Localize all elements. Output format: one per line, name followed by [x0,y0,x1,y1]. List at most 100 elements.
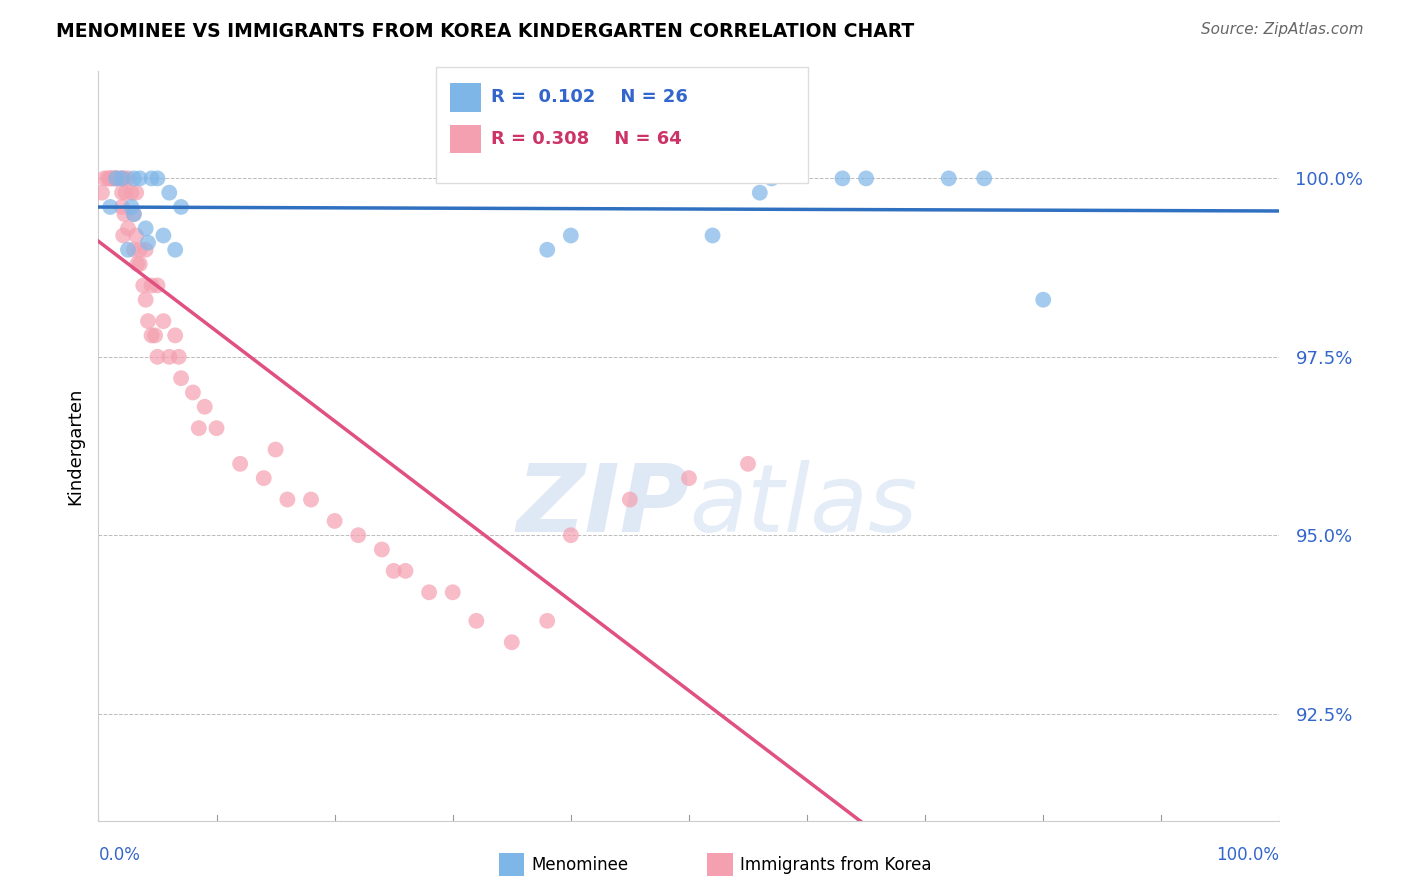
Text: atlas: atlas [689,460,917,551]
Point [91,186,114,200]
Point [560,228,582,243]
Point [560,528,582,542]
Point [122,171,145,186]
Point [536,243,558,257]
Point [152,314,174,328]
Point [125,228,148,243]
Point [111,200,134,214]
Point [146,171,169,186]
Point [111,186,134,200]
Point [170,200,193,214]
Point [205,421,228,435]
Point [181,385,204,400]
Point [108,171,131,186]
Text: ZIP: ZIP [516,460,689,552]
Point [165,328,187,343]
Point [98,171,121,186]
Point [855,171,877,186]
Point [831,171,853,186]
Point [382,564,405,578]
Point [136,314,159,328]
Text: Source: ZipAtlas.com: Source: ZipAtlas.com [1201,22,1364,37]
Point [117,171,139,186]
Point [93,171,115,186]
Point [157,186,180,200]
Point [347,528,370,542]
Point [229,457,252,471]
Point [141,328,163,343]
Point [122,207,145,221]
Point [194,400,217,414]
Point [501,635,523,649]
Point [170,371,193,385]
Point [112,171,135,186]
Point [105,171,128,186]
Point [276,492,298,507]
Point [114,186,136,200]
Point [141,278,163,293]
Point [253,471,276,485]
Point [264,442,287,457]
Point [619,492,641,507]
Point [128,171,150,186]
Text: R = 0.308    N = 64: R = 0.308 N = 64 [491,130,682,148]
Text: Menominee: Menominee [531,856,628,874]
Point [127,257,149,271]
Point [152,228,174,243]
Point [117,243,139,257]
Point [128,257,150,271]
Point [135,293,157,307]
Point [111,171,134,186]
Point [394,564,416,578]
Text: 100.0%: 100.0% [1216,846,1279,863]
Point [702,228,724,243]
Point [122,243,145,257]
Point [973,171,995,186]
Point [167,350,190,364]
Point [132,278,155,293]
Point [136,235,159,250]
Point [105,171,128,186]
Point [112,228,135,243]
Point [761,171,783,186]
Point [146,278,169,293]
Point [187,421,209,435]
Point [441,585,464,599]
Text: 0.0%: 0.0% [98,846,141,863]
Text: MENOMINEE VS IMMIGRANTS FROM KOREA KINDERGARTEN CORRELATION CHART: MENOMINEE VS IMMIGRANTS FROM KOREA KINDE… [56,22,914,41]
Point [748,186,770,200]
Point [157,350,180,364]
Point [165,243,187,257]
Y-axis label: Kindergarten: Kindergarten [66,387,84,505]
Point [135,221,157,235]
Point [737,457,759,471]
Point [938,171,960,186]
Point [371,542,394,557]
Point [141,171,163,186]
Point [146,350,169,364]
Point [121,200,143,214]
Text: Immigrants from Korea: Immigrants from Korea [740,856,931,874]
Point [465,614,488,628]
Point [97,171,120,186]
Point [112,207,135,221]
Point [121,186,143,200]
Point [111,171,134,186]
Point [128,243,150,257]
Point [323,514,346,528]
Point [143,328,166,343]
Point [103,171,125,186]
Point [1032,293,1054,307]
Point [135,243,157,257]
Point [536,614,558,628]
Point [299,492,322,507]
Point [101,171,124,186]
Text: R =  0.102    N = 26: R = 0.102 N = 26 [491,88,688,106]
Point [117,221,139,235]
Point [105,171,128,186]
Point [98,200,121,214]
Point [418,585,440,599]
Point [125,186,148,200]
Point [678,471,700,485]
Point [122,207,145,221]
